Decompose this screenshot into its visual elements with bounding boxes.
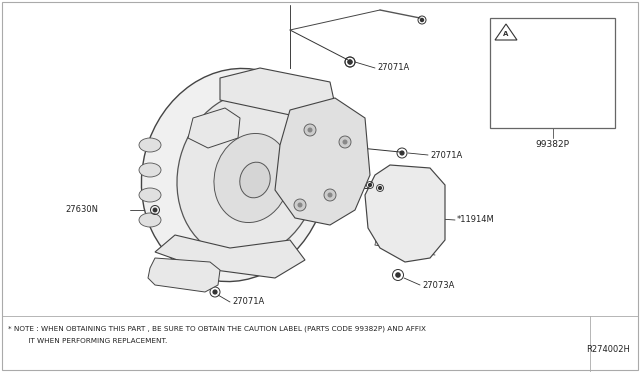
Text: 27073A: 27073A (422, 280, 454, 289)
Circle shape (298, 202, 303, 208)
Text: 99382P: 99382P (536, 140, 570, 149)
Ellipse shape (139, 213, 161, 227)
Ellipse shape (177, 92, 319, 258)
Circle shape (348, 60, 352, 64)
Circle shape (304, 124, 316, 136)
Text: R274002H: R274002H (586, 346, 630, 355)
Circle shape (294, 199, 306, 211)
Circle shape (339, 136, 351, 148)
Circle shape (154, 208, 157, 212)
Polygon shape (188, 108, 240, 148)
Text: 27071A: 27071A (430, 151, 462, 160)
Circle shape (400, 151, 404, 155)
Circle shape (396, 273, 400, 277)
Polygon shape (220, 68, 335, 115)
Text: 27073A: 27073A (402, 183, 435, 192)
Circle shape (358, 183, 362, 187)
Ellipse shape (214, 134, 290, 222)
Text: 27071A: 27071A (377, 64, 409, 73)
Circle shape (420, 19, 424, 22)
Ellipse shape (240, 162, 270, 198)
Circle shape (307, 128, 312, 132)
Ellipse shape (139, 138, 161, 152)
Circle shape (348, 60, 352, 64)
Circle shape (379, 187, 381, 189)
Polygon shape (148, 258, 220, 292)
Ellipse shape (141, 68, 328, 282)
Ellipse shape (139, 163, 161, 177)
Circle shape (213, 290, 217, 294)
Text: IT WHEN PERFORMING REPLACEMENT.: IT WHEN PERFORMING REPLACEMENT. (8, 338, 167, 344)
Circle shape (342, 140, 348, 144)
Ellipse shape (139, 188, 161, 202)
Circle shape (328, 192, 333, 198)
Text: 27071A: 27071A (232, 298, 264, 307)
Polygon shape (365, 165, 445, 262)
Bar (490, 18, 615, 128)
Polygon shape (155, 235, 305, 278)
Circle shape (369, 184, 371, 186)
Text: * NOTE : WHEN OBTAINING THIS PART , BE SURE TO OBTAIN THE CAUTION LABEL (PARTS C: * NOTE : WHEN OBTAINING THIS PART , BE S… (8, 326, 426, 333)
Text: A: A (503, 31, 509, 37)
Text: 27630N: 27630N (65, 205, 98, 215)
Circle shape (324, 189, 336, 201)
Text: *11914M: *11914M (457, 215, 495, 224)
Circle shape (354, 186, 358, 190)
Polygon shape (275, 98, 370, 225)
